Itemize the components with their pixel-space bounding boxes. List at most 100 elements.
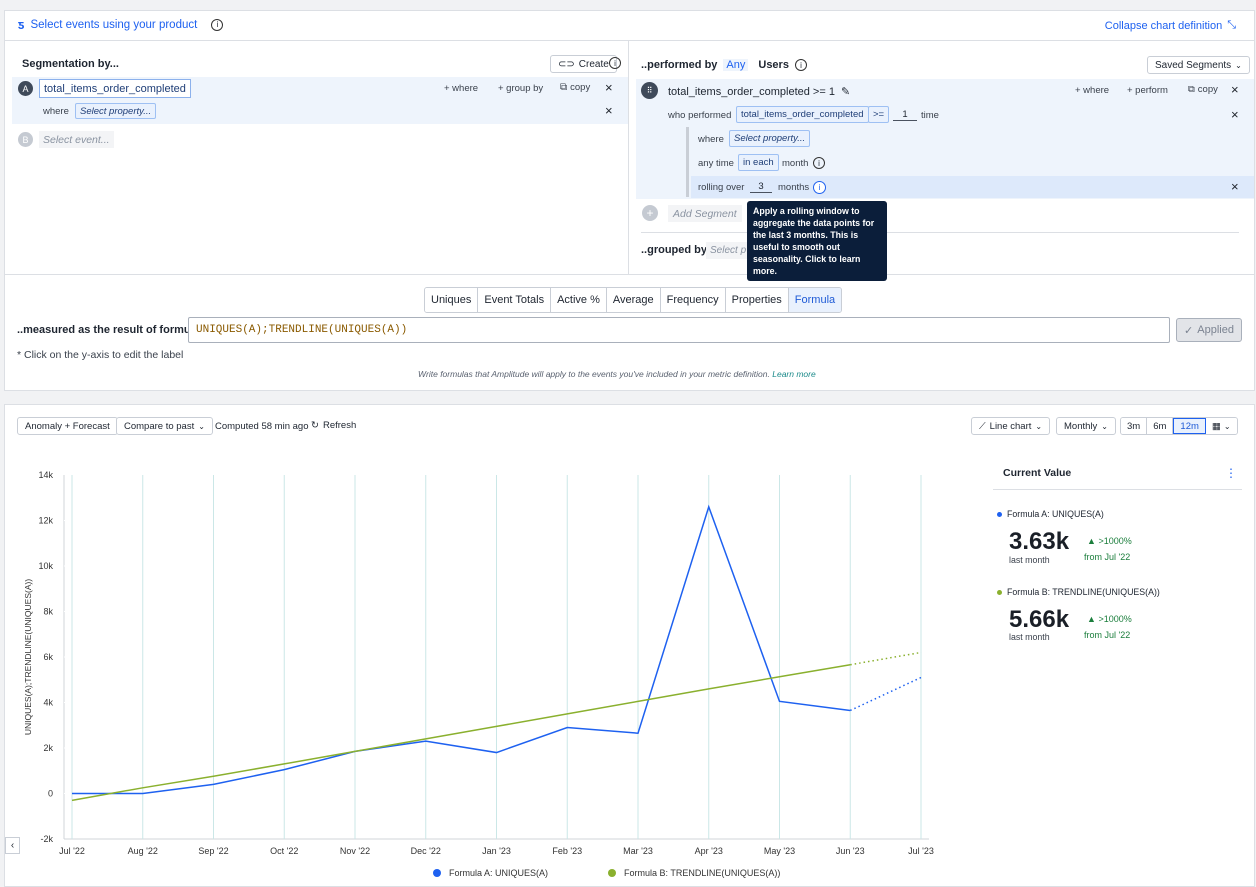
remove-condition-icon[interactable]: × (1231, 107, 1239, 122)
grouped-by-title: ..grouped by (641, 244, 707, 256)
perform-button[interactable]: + perform (1127, 85, 1168, 96)
nested-select-property[interactable]: Select property... (729, 130, 811, 147)
remove-event-icon[interactable]: × (605, 80, 613, 95)
current-value-title: Current Value (1003, 467, 1072, 479)
tab-formula[interactable]: Formula (788, 288, 842, 312)
current-value-b-from: from Jul '22 (1084, 630, 1131, 640)
divider (993, 489, 1242, 490)
chevron-down-icon: ⌄ (1223, 421, 1231, 431)
compare-to-past-dropdown[interactable]: Compare to past ⌄ (116, 417, 213, 435)
month-label: month (782, 158, 809, 169)
tab-properties[interactable]: Properties (725, 288, 789, 312)
any-toggle[interactable]: Any (723, 59, 749, 71)
anomaly-forecast-button[interactable]: Anomaly + Forecast (17, 417, 118, 435)
count-input[interactable]: 1 (893, 109, 917, 121)
chevron-down-icon: ⌄ (1101, 421, 1108, 431)
refresh-icon: ↻ (311, 420, 319, 431)
add-segment-button[interactable]: Add Segment (668, 205, 742, 222)
segment-copy-button[interactable]: ⧉ copy (1188, 84, 1218, 95)
applied-button[interactable]: ✓ Applied (1176, 318, 1242, 342)
y-axis-note: * Click on the y-axis to edit the label (17, 349, 184, 361)
operator-select[interactable]: >= (868, 106, 890, 123)
range-12m[interactable]: 12m (1173, 418, 1206, 434)
select-events-link[interactable]: Select events using your product (30, 18, 198, 31)
series-line-b (71, 663, 851, 802)
saved-segments-dropdown[interactable]: Saved Segments ⌄ (1147, 56, 1250, 74)
group-by-button[interactable]: + group by (498, 83, 544, 94)
grouped-by-select[interactable]: Select p (706, 242, 751, 259)
in-each-select[interactable]: in each (738, 154, 779, 171)
interval-dropdown[interactable]: Monthly ⌄ (1056, 417, 1116, 435)
where-button[interactable]: + where (444, 83, 479, 94)
current-value-a-change: ▲ >1000% (1087, 536, 1132, 546)
current-value-a-from: from Jul '22 (1084, 552, 1131, 562)
tab-event-totals[interactable]: Event Totals (478, 288, 552, 312)
remove-segment-icon[interactable]: × (1231, 82, 1239, 97)
more-options-icon[interactable]: ⋮ (1225, 466, 1237, 480)
x-tick-label: Feb '23 (552, 846, 582, 856)
months-label: months (778, 182, 810, 193)
info-icon[interactable]: i (813, 181, 826, 194)
y-axis-label: UNIQUES(A);TRENDLINE(UNIQUES(A)) (23, 579, 33, 735)
x-tick-label: Jun '23 (836, 846, 865, 856)
divider (641, 232, 1239, 233)
performed-by-title: ..performed by (641, 59, 718, 71)
add-segment-plus-icon[interactable]: + (642, 205, 658, 221)
tab-frequency[interactable]: Frequency (660, 288, 726, 312)
remove-rolling-icon[interactable]: × (1231, 179, 1239, 194)
divider-vertical (628, 41, 629, 274)
y-tick-label: 2k (43, 743, 53, 753)
chart-type-dropdown[interactable]: ⟋ Line chart ⌄ (971, 417, 1051, 435)
segment-grid-icon[interactable]: ⠿ (641, 82, 658, 99)
rolling-window-input[interactable]: 3 (750, 181, 772, 193)
amplitude-logo-icon: ƽ (18, 17, 25, 32)
nested-where-label: where (698, 134, 724, 145)
segment-name[interactable]: total_items_order_completed >= 1 ✎ (668, 85, 851, 99)
segment-name-label: total_items_order_completed >= 1 (668, 85, 835, 98)
tab-active-percent[interactable]: Active % (551, 288, 607, 312)
info-icon[interactable]: i (794, 59, 807, 71)
x-tick-label: Aug '22 (128, 846, 158, 856)
copy-button[interactable]: ⧉ copy (560, 82, 590, 93)
range-3m[interactable]: 3m (1121, 418, 1148, 434)
event-a-selector[interactable]: total_items_order_completed (39, 79, 191, 98)
create-button[interactable]: ⊂⊃ Create (550, 55, 617, 73)
remove-filter-icon[interactable]: × (605, 103, 613, 118)
current-value-a-sub: last month (1009, 555, 1050, 565)
y-tick-label: 14k (38, 470, 53, 480)
select-event-field[interactable]: Select event... (39, 131, 114, 148)
tab-average[interactable]: Average (606, 288, 661, 312)
legend-marker-a (433, 869, 441, 877)
scroll-left-button[interactable]: ‹ (5, 837, 20, 854)
pencil-icon[interactable]: ✎ (840, 86, 851, 98)
select-events-header[interactable]: ƽ Select events using your product i (18, 17, 224, 32)
legend-label-a: Formula A: UNIQUES(A) (449, 868, 548, 878)
where-label: where (43, 106, 69, 117)
interval-label: Monthly (1064, 420, 1098, 432)
series-a-label: Formula A: UNIQUES(A) (1007, 509, 1104, 519)
performed-event-pill[interactable]: total_items_order_completed (736, 106, 869, 123)
x-tick-label: Mar '23 (623, 846, 653, 856)
x-tick-label: Jul '23 (908, 846, 934, 856)
divider (5, 40, 1254, 41)
legend-label-b: Formula B: TRENDLINE(UNIQUES(A)) (624, 868, 780, 878)
copy-icon: ⧉ (1188, 84, 1195, 95)
x-tick-label: Sep '22 (198, 846, 228, 856)
info-icon[interactable]: i (211, 18, 224, 31)
formula-input[interactable]: UNIQUES(A);TRENDLINE(UNIQUES(A)) (188, 317, 1170, 343)
refresh-button[interactable]: ↻ Refresh (311, 420, 356, 431)
series-forecast-b (850, 651, 922, 666)
range-6m[interactable]: 6m (1147, 418, 1174, 434)
learn-more-link[interactable]: Learn more (772, 369, 816, 379)
info-icon[interactable]: i (609, 57, 621, 69)
users-toggle[interactable]: Users (758, 59, 789, 71)
metric-tabs: Uniques Event Totals Active % Average Fr… (424, 287, 843, 313)
info-icon[interactable]: i (813, 157, 825, 169)
select-property-field[interactable]: Select property... (75, 103, 157, 119)
collapse-chart-definition-button[interactable]: Collapse chart definition ⤡ (1105, 19, 1236, 32)
calendar-dropdown[interactable]: ▦ ⌄ (1205, 418, 1237, 434)
y-tick-label: -2k (40, 834, 53, 844)
segment-where-button[interactable]: + where (1075, 85, 1110, 96)
chevron-down-icon: ⌄ (198, 421, 205, 431)
tab-uniques[interactable]: Uniques (425, 288, 479, 312)
